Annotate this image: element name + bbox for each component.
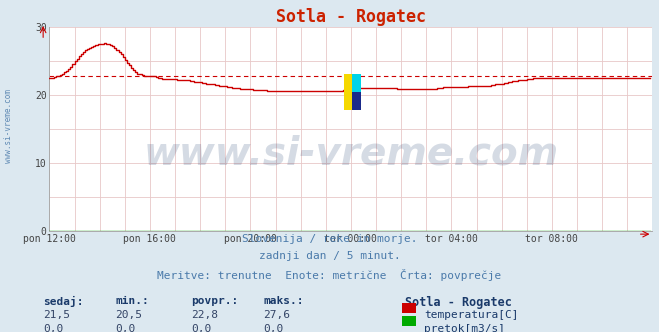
Text: 0,0: 0,0 [191,324,212,332]
Text: 0,0: 0,0 [264,324,284,332]
Text: 22,8: 22,8 [191,310,218,320]
Text: www.si-vreme.com: www.si-vreme.com [143,134,559,172]
Text: 21,5: 21,5 [43,310,70,320]
Title: Sotla - Rogatec: Sotla - Rogatec [276,8,426,26]
Text: Meritve: trenutne  Enote: metrične  Črta: povprečje: Meritve: trenutne Enote: metrične Črta: … [158,269,501,281]
Text: 0,0: 0,0 [43,324,63,332]
Bar [352,73,360,92]
Text: Slovenija / reke in morje.: Slovenija / reke in morje. [242,234,417,244]
Text: povpr.:: povpr.: [191,296,239,306]
Text: maks.:: maks.: [264,296,304,306]
Text: 0,0: 0,0 [115,324,136,332]
Bar [352,92,360,110]
Bar [344,73,352,110]
Text: min.:: min.: [115,296,149,306]
Text: Sotla - Rogatec: Sotla - Rogatec [405,296,512,309]
Text: 27,6: 27,6 [264,310,291,320]
Text: temperatura[C]: temperatura[C] [424,310,519,320]
Text: zadnji dan / 5 minut.: zadnji dan / 5 minut. [258,251,401,261]
Text: sedaj:: sedaj: [43,296,83,307]
Text: www.si-vreme.com: www.si-vreme.com [4,89,13,163]
Text: pretok[m3/s]: pretok[m3/s] [424,324,505,332]
Text: 20,5: 20,5 [115,310,142,320]
